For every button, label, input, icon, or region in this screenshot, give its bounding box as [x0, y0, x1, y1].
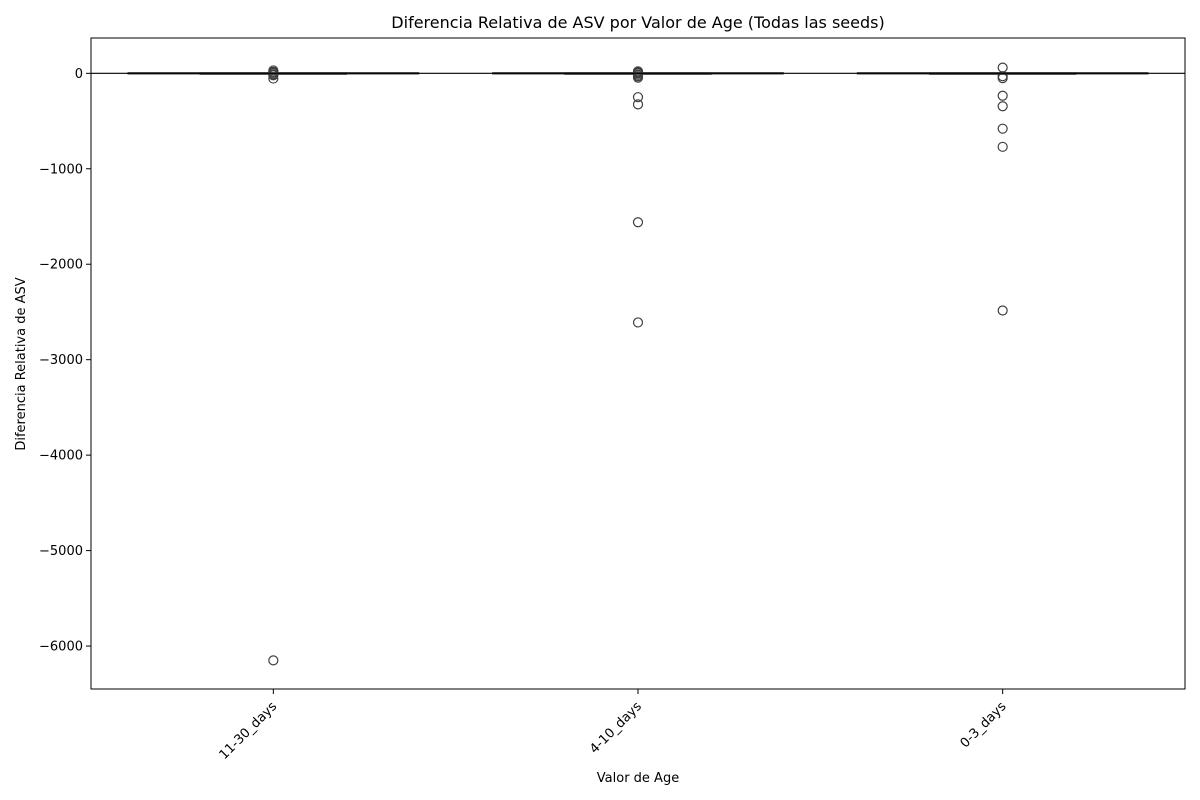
outlier-point: [632, 99, 644, 110]
outlier-point: [268, 73, 279, 84]
y-tick-label: 0: [75, 67, 83, 82]
outlier-point: [997, 141, 1008, 152]
x-axis-label: Valor de Age: [597, 771, 679, 786]
outlier-point: [268, 655, 279, 666]
y-tick-label: −2000: [39, 258, 83, 273]
y-axis-label: Diferencia Relativa de ASV: [14, 277, 29, 450]
outlier-point: [632, 217, 644, 228]
outlier-point: [997, 90, 1008, 101]
plot-area: [91, 62, 1185, 666]
y-tick-label: −3000: [39, 353, 83, 368]
y-tick-label: −1000: [39, 162, 83, 177]
y-tick-label: −6000: [39, 640, 83, 655]
y-tick-label: −5000: [39, 544, 83, 559]
y-axis: 0 −1000 −2000 −3000 −4000 −5000 −6000: [39, 67, 91, 655]
outlier-point: [997, 305, 1008, 316]
outlier-point: [997, 123, 1008, 134]
outlier-point: [632, 317, 644, 328]
outlier-point: [632, 92, 644, 103]
y-tick-label: −4000: [39, 449, 83, 464]
outlier-point: [997, 101, 1008, 112]
outlier-point: [268, 70, 279, 81]
chart-title: Diferencia Relativa de ASV por Valor de …: [391, 13, 884, 32]
